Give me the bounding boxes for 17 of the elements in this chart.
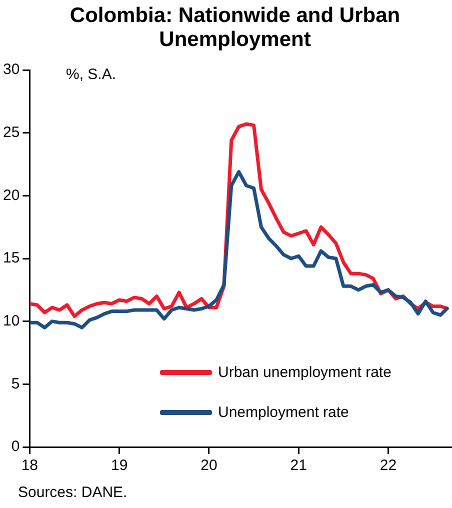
x-tick-label: 21 [290, 457, 307, 474]
y-tick-label: 10 [2, 312, 20, 330]
y-tick-label: 5 [11, 375, 20, 392]
x-tick-label: 18 [21, 457, 38, 474]
y-tick-label: 25 [2, 124, 20, 141]
y-tick-label: 20 [2, 186, 20, 204]
legend-label: Unemployment rate [218, 404, 349, 420]
chart-title: Colombia: Nationwide and Urban Unemployment [68, 4, 402, 52]
legend-label: Urban unemployment rate [218, 364, 392, 380]
y-tick-label: 15 [2, 250, 20, 267]
x-tick-label: 22 [380, 457, 397, 474]
source-note: Sources: DANE. [18, 484, 128, 501]
y-tick-label: 30 [2, 61, 20, 78]
y-tick-label: 0 [11, 438, 20, 456]
y-axis-title: %, S.A. [66, 66, 116, 83]
x-tick-label: 20 [200, 457, 218, 474]
x-tick-label: 19 [110, 457, 128, 474]
